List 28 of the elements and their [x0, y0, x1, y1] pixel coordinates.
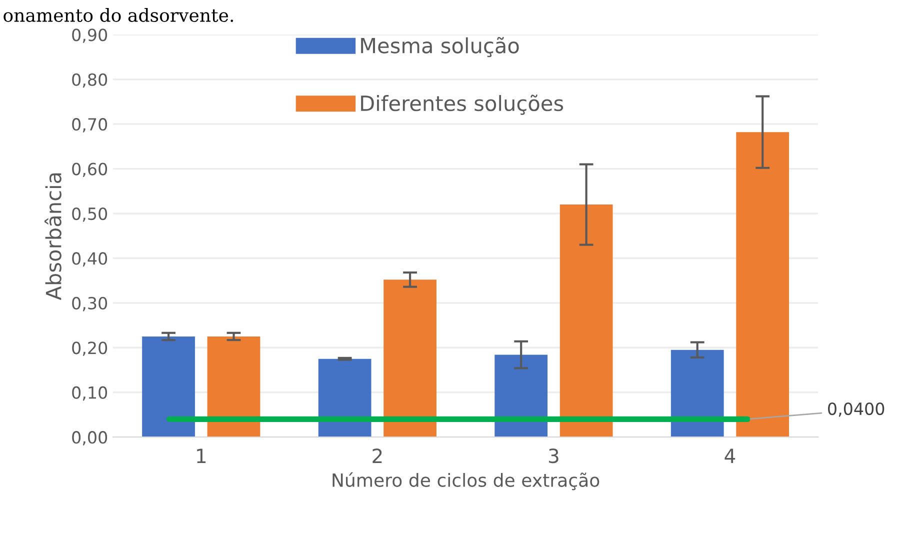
x-tick-label: 4: [724, 448, 736, 463]
x-axis-title: Número de ciclos de extração: [332, 472, 600, 490]
legend-label: Mesma solução: [361, 36, 519, 58]
y-tick-label: 0,50: [72, 207, 108, 222]
x-tick-label: 2: [372, 448, 382, 463]
y-tick-label: 0,70: [72, 118, 108, 132]
bar: [560, 204, 613, 438]
bar: [207, 336, 260, 438]
y-tick-label: 0,10: [72, 386, 108, 401]
y-tick-label: 0,20: [72, 342, 108, 356]
bar: [736, 132, 790, 438]
legend-label: Diferentes soluções: [361, 94, 564, 115]
y-tick-label: 0,40: [72, 252, 108, 266]
bar: [384, 280, 436, 438]
ref-line-label: 0,0400: [828, 402, 884, 417]
y-tick-label: 0,60: [72, 162, 108, 178]
bar: [142, 336, 195, 438]
bar: [318, 358, 372, 438]
x-tick-label: 3: [548, 448, 558, 464]
y-tick-label: 0,00: [72, 431, 108, 446]
y-axis-title: Absorbância: [44, 173, 62, 300]
bar: [494, 354, 548, 438]
text: onamento do adsorvente.: [4, 8, 234, 22]
y-tick-label: 0,80: [72, 73, 108, 88]
x-tick-label: 1: [197, 448, 206, 463]
bar: [670, 350, 724, 438]
y-tick-label: 0,30: [72, 296, 108, 312]
y-tick-label: 0,90: [72, 28, 108, 43]
